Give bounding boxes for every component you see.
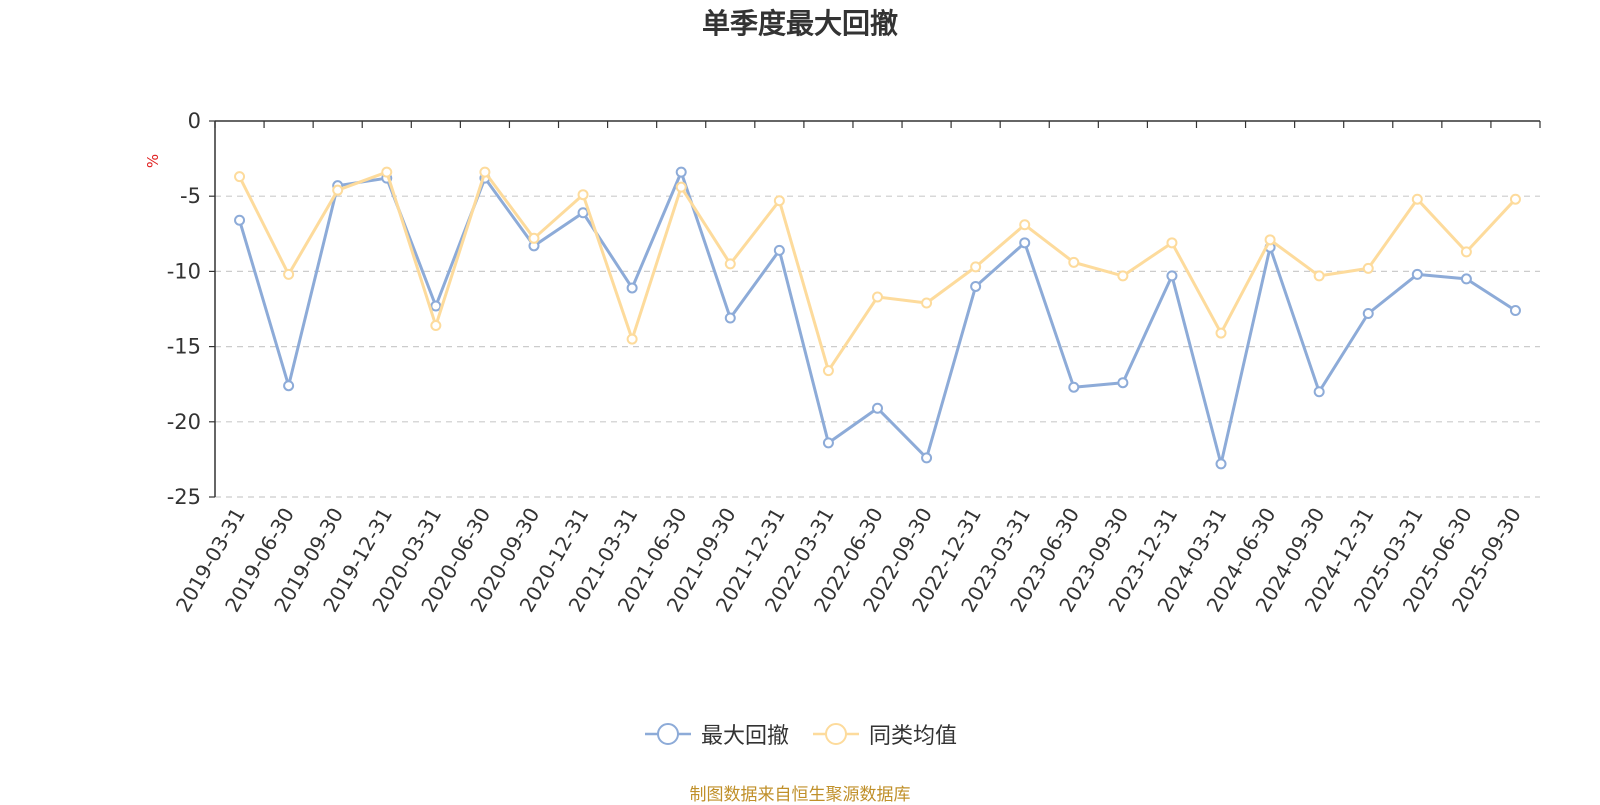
data-point: [1215, 458, 1227, 470]
source-note: 制图数据来自恒生聚源数据库: [689, 785, 911, 805]
series-1: [234, 166, 1521, 470]
legend: 最大回撤 同类均值: [0, 718, 1600, 750]
data-point: [381, 166, 393, 178]
legend-swatch: [644, 723, 691, 745]
data-point: [283, 380, 295, 392]
data-point: [1362, 308, 1374, 320]
data-point: [1068, 256, 1080, 268]
data-point: [430, 300, 442, 312]
data-point: [283, 268, 295, 280]
data-point: [1460, 273, 1472, 285]
y-tick-label: -20: [167, 410, 201, 434]
data-point: [1509, 193, 1521, 205]
y-tick-label: -25: [167, 485, 201, 509]
data-point: [528, 232, 540, 244]
legend-label: 同类均值: [869, 724, 958, 749]
data-point: [1313, 386, 1325, 398]
data-point: [1411, 268, 1423, 280]
data-point: [1362, 262, 1374, 274]
data-point: [1019, 237, 1031, 249]
data-point: [970, 280, 982, 292]
legend-label: 最大回撤: [700, 724, 789, 749]
data-point: [773, 195, 785, 207]
data-point: [626, 282, 638, 294]
data-point: [479, 166, 491, 178]
data-point: [724, 258, 736, 270]
data-point: [577, 207, 589, 219]
data-point: [675, 166, 687, 178]
data-point: [626, 333, 638, 345]
series-line: [238, 170, 1517, 466]
data-point: [970, 261, 982, 273]
data-point: [1117, 377, 1129, 389]
data-point: [234, 171, 246, 183]
data-point: [921, 452, 933, 464]
data-point: [577, 189, 589, 201]
data-point: [1313, 270, 1325, 282]
legend-swatch: [813, 723, 859, 745]
data-point: [1215, 327, 1227, 339]
y-tick-label: -5: [180, 184, 201, 208]
data-point: [1117, 270, 1129, 282]
data-point: [921, 297, 933, 309]
data-point: [872, 291, 883, 303]
legend-marker: [825, 723, 847, 745]
data-point: [234, 214, 246, 226]
series-2: [234, 166, 1521, 377]
y-tick-label: -10: [167, 259, 201, 283]
data-point: [724, 312, 736, 324]
data-point: [773, 244, 785, 256]
data-point: [822, 437, 834, 449]
data-point: [1509, 305, 1521, 317]
data-point: [332, 184, 344, 196]
data-point: [1019, 219, 1031, 231]
line-chart: 0-5-10-15-20-25%2019-03-312019-06-302019…: [144, 109, 1541, 616]
data-point: [872, 402, 883, 414]
data-point: [1264, 234, 1276, 246]
legend-item-1[interactable]: 最大回撤: [643, 718, 789, 750]
legend-marker: [656, 723, 679, 745]
data-point: [1166, 270, 1178, 282]
data-point: [1068, 381, 1080, 393]
y-axis-unit: %: [144, 154, 162, 168]
data-point: [1460, 246, 1472, 258]
data-point: [1166, 237, 1178, 249]
y-tick-label: -15: [167, 335, 201, 359]
data-point: [822, 365, 834, 377]
y-tick-label: 0: [188, 109, 201, 133]
chart-title: 单季度最大回撤: [701, 7, 898, 40]
data-point: [1411, 193, 1423, 205]
data-point: [675, 181, 687, 193]
data-point: [430, 320, 442, 332]
legend-item-2[interactable]: 同类均值: [811, 718, 957, 750]
